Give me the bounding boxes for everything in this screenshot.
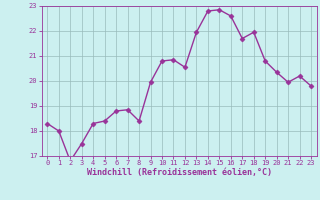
X-axis label: Windchill (Refroidissement éolien,°C): Windchill (Refroidissement éolien,°C) bbox=[87, 168, 272, 177]
